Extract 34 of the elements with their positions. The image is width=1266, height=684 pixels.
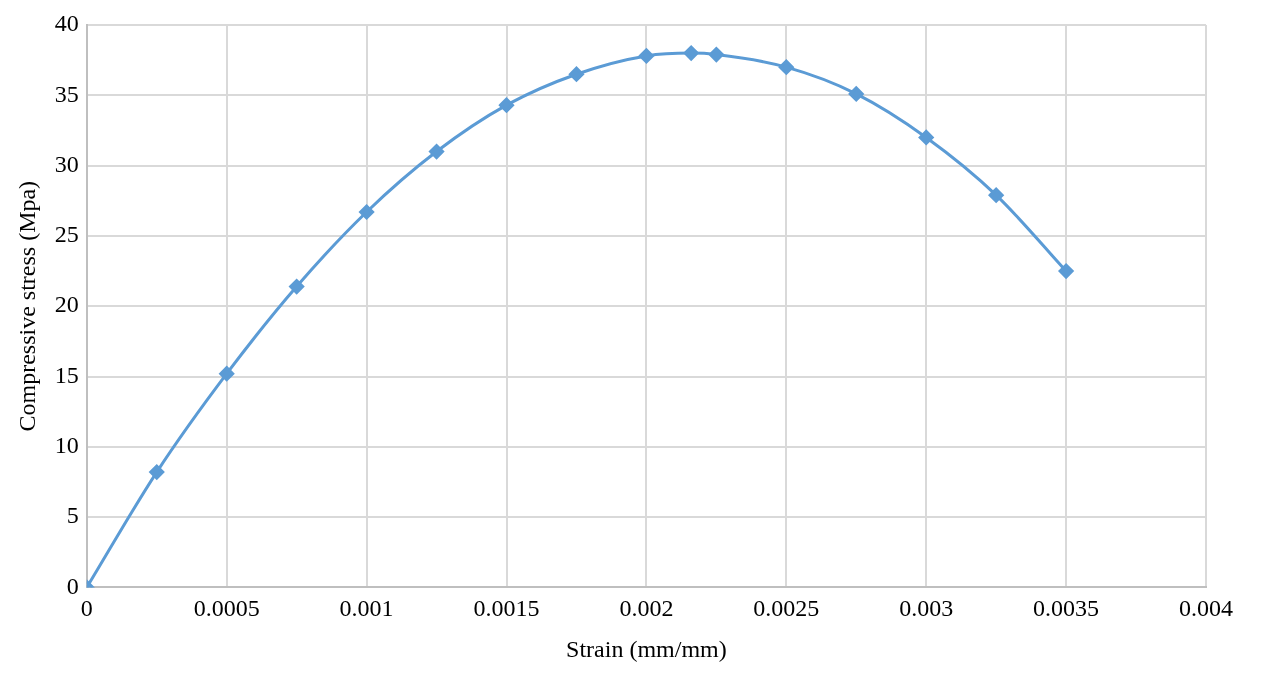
x-axis-title: Strain (mm/mm)	[566, 635, 727, 662]
point	[219, 366, 235, 382]
y-tick-label: 30	[54, 150, 79, 177]
y-tick-label: 20	[54, 291, 79, 318]
x-tick-label: 0.004	[1179, 595, 1233, 622]
point	[918, 129, 934, 145]
x-tick-label: 0.0015	[473, 595, 540, 622]
y-tick-label: 10	[54, 432, 79, 459]
point	[429, 144, 445, 160]
point	[499, 97, 514, 113]
point	[149, 464, 165, 480]
y-tick-label: 40	[54, 10, 79, 37]
point	[708, 47, 724, 63]
point	[638, 48, 654, 64]
point	[1058, 263, 1074, 279]
y-tick-label: 15	[54, 361, 79, 388]
y-tick-label: 5	[66, 502, 79, 529]
point	[568, 66, 584, 82]
point	[848, 86, 864, 102]
y-tick-label: 0	[66, 572, 79, 599]
x-tick-label: 0.0025	[753, 595, 820, 622]
x-tick-label: 0.002	[619, 595, 674, 622]
x-tick-label: 0.0005	[193, 595, 260, 622]
point	[778, 59, 794, 75]
y-tick-label: 35	[54, 80, 79, 107]
point	[359, 204, 375, 220]
x-tick-label: 0.0035	[1033, 595, 1100, 622]
point	[289, 279, 305, 295]
x-tick-label: 0.001	[339, 595, 394, 622]
x-tick-label: 0.003	[899, 595, 954, 622]
point	[988, 187, 1004, 203]
y-axis-title: Compressive stress (Mpa)	[13, 180, 40, 432]
y-tick-label: 25	[54, 221, 79, 248]
point	[683, 45, 699, 61]
